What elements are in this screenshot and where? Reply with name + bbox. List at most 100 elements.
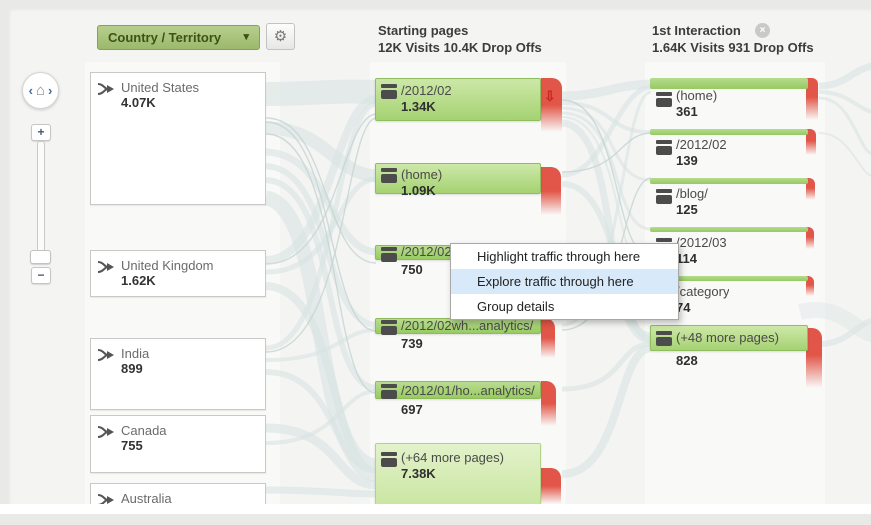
dropoff-band [541,318,555,358]
dropoff-sliver [806,276,814,296]
page-node-value: 7.38K [401,466,436,481]
menu-item-group-details[interactable]: Group details [477,299,555,314]
dropoff-sliver [806,129,816,155]
menu-item-explore-traffic[interactable]: Explore traffic through here [451,269,678,294]
interaction-node-value: 125 [676,202,698,217]
page-node-value: 739 [401,336,423,351]
flow-arrow-icon [97,258,114,280]
starting-pages-stats: 12K Visits 10.4K Drop Offs [378,40,542,55]
starting-pages-title: Starting pages [378,23,469,38]
interaction-node-home[interactable] [650,78,808,89]
page-node-label: /2012/02wh...analytics/ [401,318,534,333]
interaction-node-value: 361 [676,104,698,119]
page-node-label: /2012/01/ho...analytics/ [401,383,535,398]
flow-arrow-icon [97,346,114,368]
interaction-node-label: (home) [676,88,718,103]
settings-button[interactable]: ⚙ [266,23,295,50]
dropoff-sliver [806,78,818,120]
interaction-node-2012-02[interactable] [650,129,808,135]
first-interaction-header: 1st Interaction 1.64K Visits 931 Drop Of… [652,22,814,56]
home-icon[interactable]: ⌂ [35,82,46,99]
page-icon [381,247,397,262]
country-label: Australia [121,491,172,506]
bottom-margin [0,514,871,525]
flow-home-control[interactable]: ‹ ⌂ › [22,72,59,109]
country-value: 755 [121,438,143,453]
first-interaction-stats: 1.64K Visits 931 Drop Offs [652,40,814,55]
chevron-right-icon[interactable]: › [48,83,53,98]
bottom-divider [0,504,871,514]
page-icon [656,140,672,155]
zoom-slider-track[interactable] [37,141,45,253]
interaction-node-value: 828 [676,353,698,368]
interaction-node-more-pages[interactable] [650,325,808,351]
first-interaction-title: 1st Interaction [652,23,741,38]
page-node-2012-01-analytics[interactable] [375,381,541,399]
dimension-selector[interactable]: Country / Territory ▾ [97,25,260,50]
page-node-home[interactable] [375,163,541,194]
page-icon [381,168,397,183]
page-node-label: /2012/02 [401,83,452,98]
dropoff-sliver [806,227,814,249]
page-node-label: (home) [401,167,443,182]
page-icon [381,84,397,99]
page-icon [656,92,672,107]
chevron-left-icon[interactable]: ‹ [28,83,33,98]
page-icon [381,384,397,399]
country-label: India [121,346,150,361]
country-label: Canada [121,423,167,438]
page-node-value: 1.34K [401,99,436,114]
zoom-in-button[interactable]: + [31,124,51,141]
dropoff-arrow-icon: ⇩ [544,88,556,104]
gear-icon: ⚙ [273,28,288,45]
page-node-value: 750 [401,262,423,277]
country-node-canada[interactable]: Canada 755 [90,415,266,473]
page-node-more-pages[interactable] [375,443,541,505]
interaction-node-label: /category [676,284,730,299]
dropoff-band [541,78,562,132]
page-node-label: (+64 more pages) [401,450,504,465]
country-value: 4.07K [121,95,156,110]
page-node-value: 697 [401,402,423,417]
country-label: United Kingdom [121,258,214,273]
interaction-node-category[interactable] [650,276,808,281]
dimension-selector-label: Country / Territory [108,30,222,45]
page-icon [381,452,397,467]
node-context-menu: Highlight traffic through here Explore t… [450,243,679,320]
interaction-node-label: /blog/ [676,186,708,201]
starting-pages-header: Starting pages 12K Visits 10.4K Drop Off… [378,22,542,56]
country-node-united-kingdom[interactable]: United Kingdom 1.62K [90,250,266,297]
page-node-2012-02[interactable] [375,78,541,121]
country-label: United States [121,80,200,95]
menu-item-highlight-traffic[interactable]: Highlight traffic through here [477,249,641,264]
page-icon [381,320,397,335]
interaction-node-label: /2012/03 [676,235,727,250]
dropoff-sliver [806,178,815,200]
chevron-down-icon: ▾ [243,31,249,43]
dropoff-band [541,167,561,215]
close-step-icon[interactable]: × [755,23,770,38]
flow-arrow-icon [97,423,114,445]
page-node-label: /2012/02 [401,244,452,259]
interaction-node-value: 74 [676,300,691,315]
interaction-node-label: (+48 more pages) [676,330,779,345]
flow-arrow-icon [97,80,114,102]
dropoff-sliver [806,328,822,388]
dropoff-band [541,468,561,504]
country-value: 1.62K [121,273,156,288]
zoom-out-button[interactable]: − [31,267,51,284]
country-node-united-states[interactable]: United States 4.07K [90,72,266,205]
country-node-india[interactable]: India 899 [90,338,266,410]
page-node-value: 1.09K [401,183,436,198]
dropoff-band [541,381,556,426]
zoom-slider-handle[interactable] [30,250,51,264]
interaction-node-blog[interactable] [650,178,808,184]
page-icon [656,331,672,346]
interaction-node-value: 114 [676,251,697,266]
interaction-node-label: /2012/02 [676,137,727,152]
interaction-node-value: 139 [676,153,698,168]
interaction-node-2012-03[interactable] [650,227,808,232]
country-value: 899 [121,361,143,376]
